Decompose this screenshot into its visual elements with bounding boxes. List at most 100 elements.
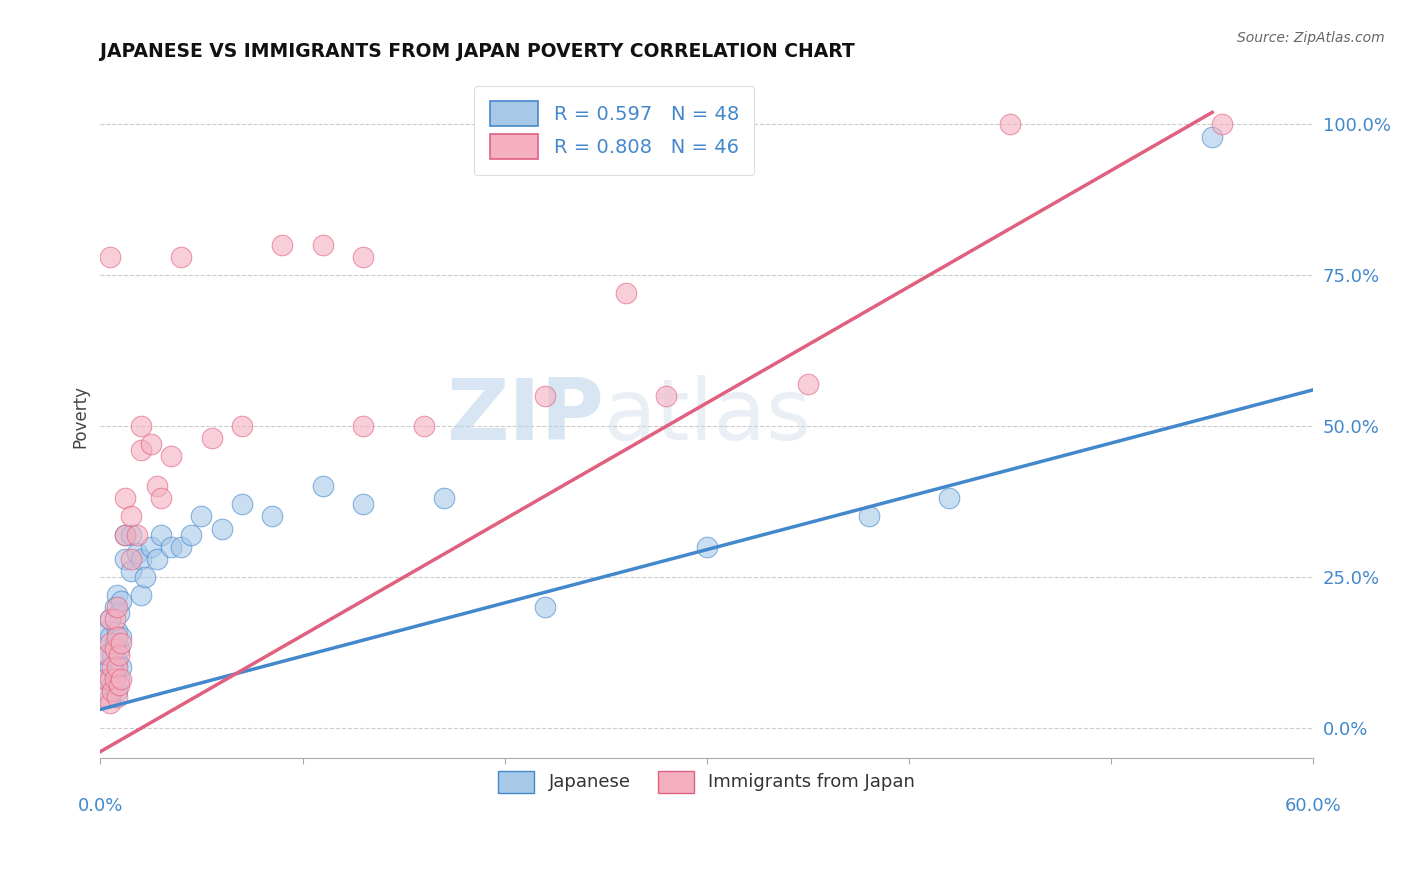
Point — [998, 118, 1021, 132]
Point — [1201, 129, 1223, 144]
Point — [352, 497, 374, 511]
Point — [110, 594, 132, 608]
Point — [105, 630, 128, 644]
Point — [655, 389, 678, 403]
Point — [101, 648, 124, 662]
Point — [103, 636, 125, 650]
Point — [160, 449, 183, 463]
Point — [180, 527, 202, 541]
Point — [352, 250, 374, 264]
Point — [614, 286, 637, 301]
Point — [100, 673, 122, 687]
Text: Source: ZipAtlas.com: Source: ZipAtlas.com — [1237, 31, 1385, 45]
Point — [103, 666, 125, 681]
Point — [312, 238, 335, 252]
Point — [271, 238, 294, 252]
Point — [125, 527, 148, 541]
Point — [101, 684, 124, 698]
Point — [96, 673, 118, 687]
Point — [105, 588, 128, 602]
Point — [938, 491, 960, 506]
Point — [231, 419, 253, 434]
Point — [134, 570, 156, 584]
Point — [110, 660, 132, 674]
Point — [100, 660, 122, 674]
Point — [100, 612, 122, 626]
Point — [105, 599, 128, 614]
Point — [105, 624, 128, 638]
Point — [150, 491, 173, 506]
Point — [107, 678, 129, 692]
Point — [107, 648, 129, 662]
Point — [200, 431, 222, 445]
Point — [103, 642, 125, 657]
Point — [96, 648, 118, 662]
Point — [696, 540, 718, 554]
Text: JAPANESE VS IMMIGRANTS FROM JAPAN POVERTY CORRELATION CHART: JAPANESE VS IMMIGRANTS FROM JAPAN POVERT… — [100, 42, 855, 61]
Point — [170, 540, 193, 554]
Point — [262, 509, 284, 524]
Point — [100, 690, 122, 705]
Point — [534, 599, 557, 614]
Point — [231, 497, 253, 511]
Point — [797, 376, 820, 391]
Point — [96, 690, 118, 705]
Point — [858, 509, 880, 524]
Point — [110, 630, 132, 644]
Point — [107, 642, 129, 657]
Point — [110, 673, 132, 687]
Point — [190, 509, 212, 524]
Point — [433, 491, 456, 506]
Point — [103, 612, 125, 626]
Point — [103, 599, 125, 614]
Point — [412, 419, 434, 434]
Y-axis label: Poverty: Poverty — [72, 385, 89, 449]
Point — [139, 540, 162, 554]
Point — [107, 606, 129, 620]
Point — [101, 678, 124, 692]
Text: 60.0%: 60.0% — [1285, 797, 1341, 814]
Point — [100, 630, 122, 644]
Point — [114, 491, 136, 506]
Point — [105, 654, 128, 668]
Point — [100, 697, 122, 711]
Point — [534, 389, 557, 403]
Point — [110, 636, 132, 650]
Point — [100, 250, 122, 264]
Point — [114, 527, 136, 541]
Point — [146, 551, 169, 566]
Point — [352, 419, 374, 434]
Point — [114, 551, 136, 566]
Point — [170, 250, 193, 264]
Point — [103, 673, 125, 687]
Point — [139, 437, 162, 451]
Point — [114, 527, 136, 541]
Point — [150, 527, 173, 541]
Point — [120, 551, 142, 566]
Text: ZIP: ZIP — [446, 376, 603, 458]
Point — [105, 690, 128, 705]
Text: 0.0%: 0.0% — [77, 797, 124, 814]
Point — [129, 551, 152, 566]
Point — [101, 660, 124, 674]
Legend: Japanese, Immigrants from Japan: Japanese, Immigrants from Japan — [491, 764, 922, 800]
Point — [211, 521, 233, 535]
Text: atlas: atlas — [603, 376, 811, 458]
Point — [107, 673, 129, 687]
Point — [120, 527, 142, 541]
Point — [129, 588, 152, 602]
Point — [312, 479, 335, 493]
Point — [96, 673, 118, 687]
Point — [120, 564, 142, 578]
Point — [146, 479, 169, 493]
Point — [125, 546, 148, 560]
Point — [100, 636, 122, 650]
Point — [97, 648, 120, 662]
Point — [120, 509, 142, 524]
Point — [97, 624, 120, 638]
Point — [129, 419, 152, 434]
Point — [100, 612, 122, 626]
Point — [1211, 118, 1233, 132]
Point — [105, 660, 128, 674]
Point — [160, 540, 183, 554]
